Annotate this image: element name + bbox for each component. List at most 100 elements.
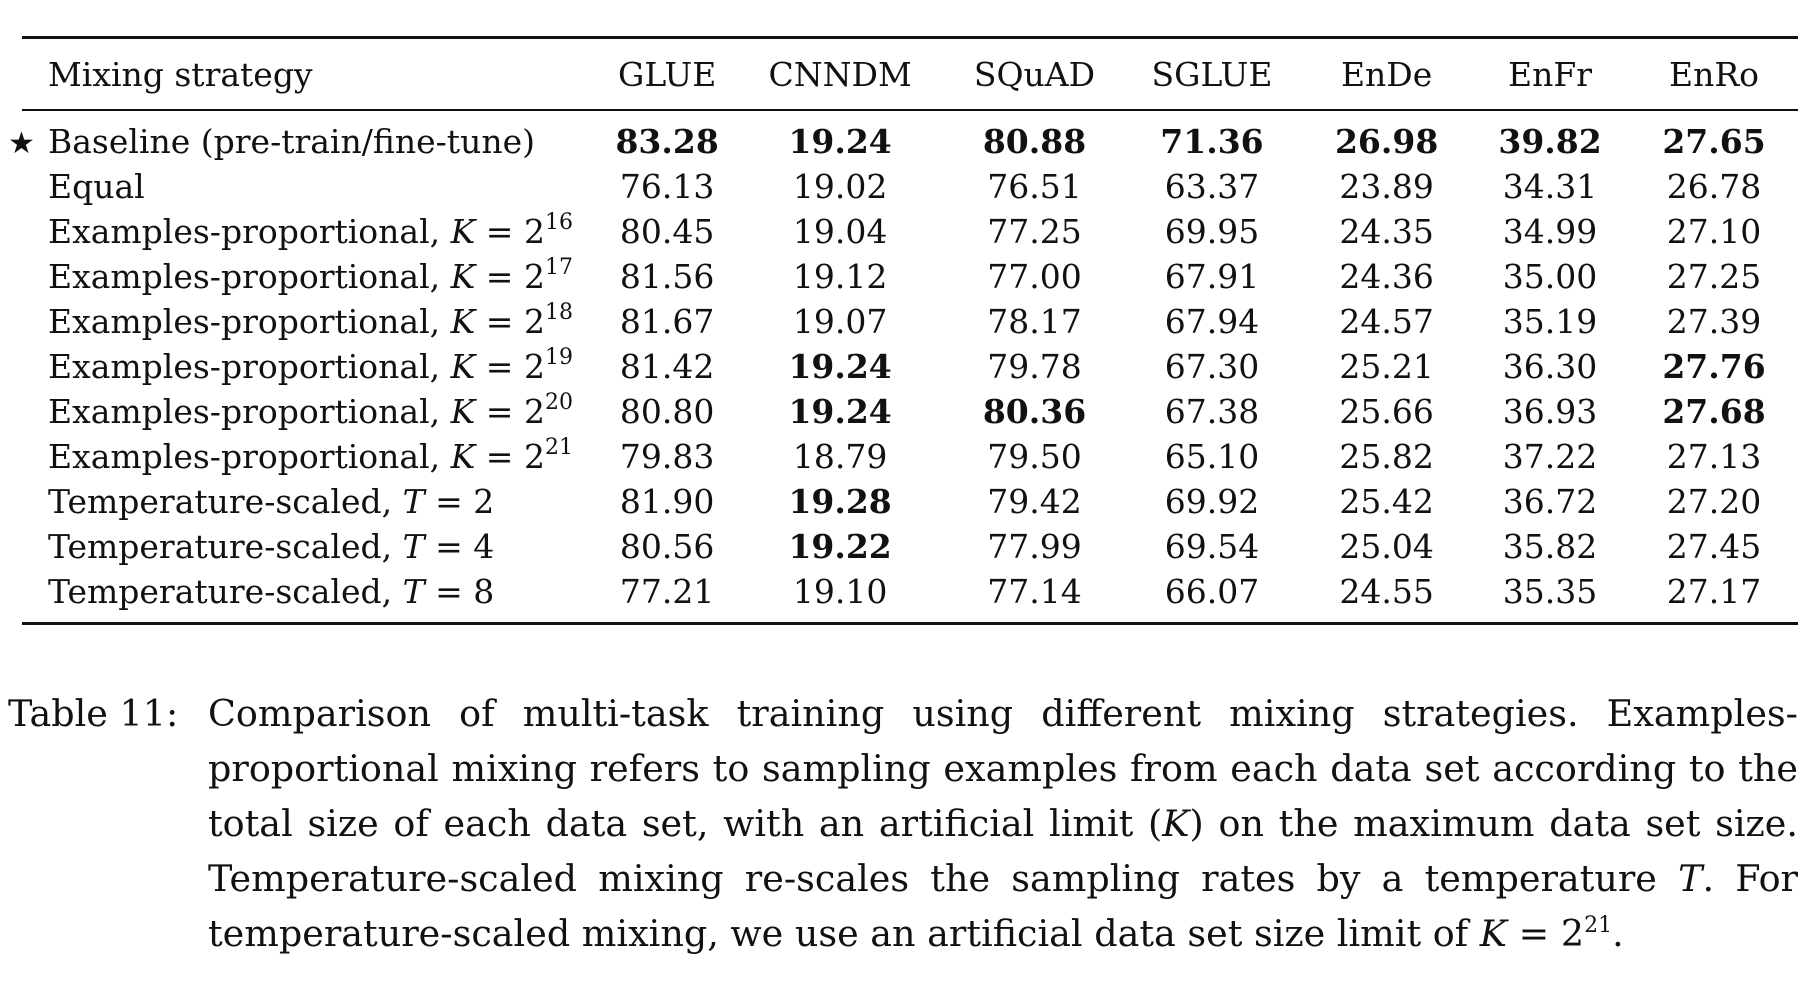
column-header-sglue: SGLUE (1151, 54, 1273, 94)
star-icon: ★ (8, 125, 35, 161)
row-math-relation: = 8 (424, 572, 495, 611)
row-label: Examples-proportional, K = 219 (22, 344, 602, 389)
table-cell: 27.25 (1666, 257, 1762, 296)
table-cell: 24.55 (1339, 572, 1434, 611)
table-cell: 35.35 (1502, 572, 1598, 611)
table-cell: 19.04 (792, 212, 888, 251)
table-cell: 23.89 (1339, 167, 1434, 206)
table-row: Temperature-scaled, T = 4 80.56 19.22 77.99… (22, 524, 1798, 569)
row-label: ★ Baseline (pre-train/fine-tune) (8, 110, 602, 164)
table-cell: 67.94 (1164, 302, 1260, 341)
row-label: Equal (22, 164, 602, 209)
table-cell: 27.68 (1662, 392, 1766, 431)
table-cell: 24.36 (1339, 257, 1434, 296)
table-cell: 78.17 (987, 302, 1082, 341)
row-label-text: Temperature-scaled, (48, 572, 393, 611)
table-cell: 80.80 (619, 392, 715, 431)
table-cell: 19.02 (792, 167, 888, 206)
table-caption: Table 11: Comparison of multi-task train… (8, 686, 1798, 961)
table-cell: 19.28 (788, 482, 892, 521)
table-cell: 81.67 (619, 302, 715, 341)
table-row: Temperature-scaled, T = 2 81.90 19.28 79.42… (22, 479, 1798, 524)
row-label: Temperature-scaled, T = 2 (22, 479, 602, 524)
table-cell: 79.83 (619, 437, 715, 476)
column-header-cnndm: CNNDM (768, 54, 912, 94)
table-row: Equal 76.13 19.02 76.51 63.37 23.89 34.31 26.78 (22, 164, 1798, 209)
table-cell: 77.21 (619, 572, 715, 611)
table-cell: 27.65 (1662, 122, 1766, 161)
row-label: Examples-proportional, K = 220 (22, 389, 602, 434)
row-math-var: K (450, 437, 476, 476)
table-row: Examples-proportional, K = 216 80.45 19.04… (22, 209, 1798, 254)
table-cell: 19.22 (788, 527, 892, 566)
table-cell: 35.00 (1502, 257, 1598, 296)
caption-exponent: 21 (1584, 913, 1613, 938)
row-label-text: Examples-proportional, (48, 347, 441, 386)
row-math-relation: = 2 (475, 257, 545, 296)
table-cell: 27.17 (1666, 572, 1762, 611)
table-cell: 25.66 (1339, 392, 1434, 431)
caption-math-var: K (1479, 912, 1508, 955)
table-cell: 67.30 (1164, 347, 1260, 386)
table-body: ★ Baseline (pre-train/fine-tune) 83.28 19.2… (8, 110, 1798, 624)
row-label: Examples-proportional, K = 217 (22, 254, 602, 299)
caption-text-part: . For temperature-scaled mixing, we use … (208, 857, 1798, 955)
column-header-glue: GLUE (617, 54, 717, 94)
row-label: Examples-proportional, K = 216 (22, 209, 602, 254)
table-cell: 69.95 (1164, 212, 1260, 251)
table-cell: 65.10 (1164, 437, 1260, 476)
caption-text-part: ) on the maximum data set size. Temperat… (208, 802, 1798, 900)
table-cell: 24.57 (1339, 302, 1434, 341)
table-cell: 39.82 (1498, 122, 1602, 161)
table-cell: 27.39 (1666, 302, 1762, 341)
row-label: Temperature-scaled, T = 8 (22, 569, 602, 624)
row-math-relation: = 2 (424, 482, 495, 521)
table-cell: 35.82 (1502, 527, 1598, 566)
table-cell: 19.12 (792, 257, 888, 296)
table-cell: 18.79 (792, 437, 888, 476)
table-cell: 79.42 (987, 482, 1082, 521)
row-math-var: T (402, 572, 425, 611)
row-label-text: Examples-proportional, (48, 302, 441, 341)
table-cell: 69.54 (1164, 527, 1260, 566)
table-cell: 27.45 (1666, 527, 1762, 566)
row-label-text: Baseline (pre-train/fine-tune) (48, 122, 535, 161)
row-math-relation: = 2 (475, 347, 545, 386)
results-table: Mixing strategy GLUE CNNDM SQuAD SGLUE E… (8, 36, 1798, 625)
table-cell: 76.13 (619, 167, 715, 206)
table-cell: 26.78 (1666, 167, 1762, 206)
table-cell: 26.98 (1334, 122, 1439, 161)
table-cell: 76.51 (987, 167, 1082, 206)
table-row: Examples-proportional, K = 219 81.42 19.24… (22, 344, 1798, 389)
caption-text: Comparison of multi-task training using … (208, 686, 1798, 961)
table-cell: 69.92 (1164, 482, 1260, 521)
row-label-text: Examples-proportional, (48, 437, 441, 476)
header-row: Mixing strategy GLUE CNNDM SQuAD SGLUE E… (22, 37, 1798, 110)
table-cell: 80.45 (619, 212, 715, 251)
caption-math-var: K (1162, 802, 1190, 845)
row-math-var: T (402, 527, 425, 566)
row-label: Examples-proportional, K = 221 (22, 434, 602, 479)
row-label-text: Temperature-scaled, (48, 527, 393, 566)
table-cell: 27.20 (1666, 482, 1762, 521)
row-exponent: 19 (544, 345, 573, 370)
row-exponent: 18 (544, 300, 573, 325)
row-exponent: 21 (544, 435, 573, 460)
table-row: ★ Baseline (pre-train/fine-tune) 83.28 19.2… (8, 110, 1798, 164)
column-header-enfr: EnFr (1508, 54, 1593, 94)
row-label: Temperature-scaled, T = 4 (22, 524, 602, 569)
row-exponent: 20 (544, 390, 573, 415)
table-cell: 19.24 (788, 347, 892, 386)
caption-label: Table 11: (8, 692, 179, 735)
row-label-text: Examples-proportional, (48, 257, 441, 296)
row-math-var: K (450, 392, 476, 431)
table-cell: 25.04 (1339, 527, 1434, 566)
table-cell: 77.99 (987, 527, 1082, 566)
table-row: Examples-proportional, K = 221 79.83 18.79… (22, 434, 1798, 479)
table-cell: 66.07 (1164, 572, 1260, 611)
row-math-var: K (450, 302, 476, 341)
table-cell: 81.42 (619, 347, 715, 386)
column-header-ende: EnDe (1340, 54, 1433, 94)
table-cell: 79.50 (987, 437, 1082, 476)
row-math-relation: = 2 (475, 302, 545, 341)
